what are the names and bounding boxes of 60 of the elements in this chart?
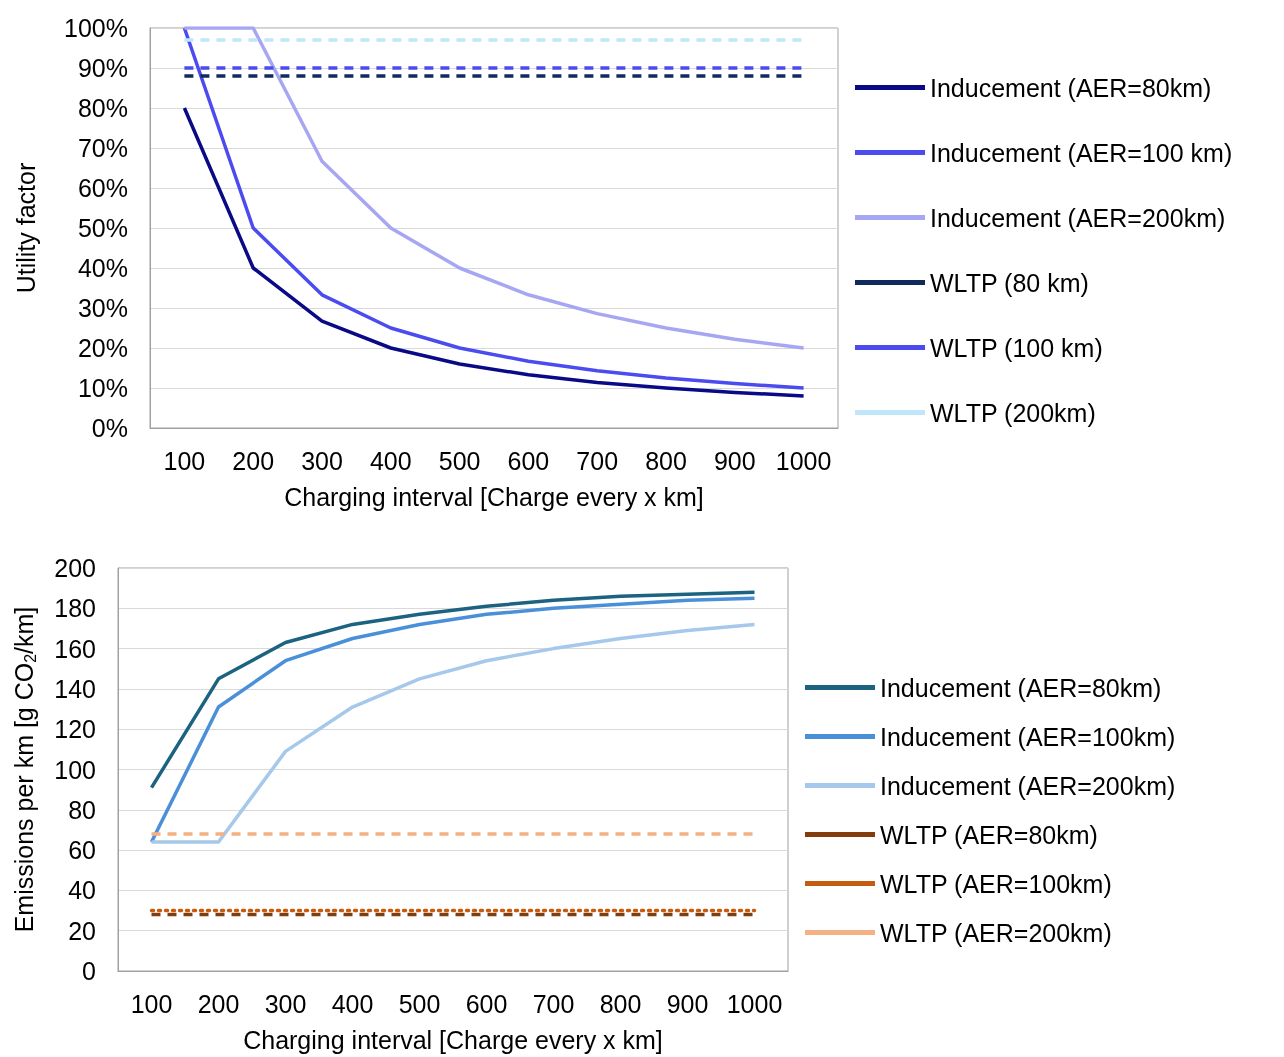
y-axis-title: Utility factor bbox=[11, 162, 40, 294]
x-axis-title: Charging interval [Charge every x km] bbox=[243, 1025, 663, 1054]
x-tick-label: 300 bbox=[301, 446, 343, 475]
y-tick-label: 200 bbox=[54, 554, 96, 582]
legend-label: Inducement (AER=100 km) bbox=[930, 138, 1233, 167]
y-tick-label: 100% bbox=[64, 14, 128, 42]
x-tick-label: 500 bbox=[438, 446, 481, 475]
y-tick-label: 80% bbox=[77, 94, 128, 122]
legend-label: Inducement (AER=100km) bbox=[880, 722, 1176, 751]
legend-label: Inducement (AER=80km) bbox=[930, 73, 1212, 102]
y-tick-label: 80 bbox=[68, 795, 96, 824]
y-tick-label: 180 bbox=[54, 594, 96, 623]
x-tick-label: 900 bbox=[713, 446, 756, 475]
x-tick-label: 800 bbox=[645, 446, 687, 475]
x-tick-label: 800 bbox=[599, 989, 642, 1018]
legend-label: WLTP (AER=100km) bbox=[880, 869, 1112, 898]
y-tick-label: 30% bbox=[77, 294, 128, 322]
line-series bbox=[149, 590, 757, 790]
x-tick-label: 300 bbox=[264, 989, 307, 1018]
y-tick-label: 0% bbox=[91, 414, 128, 442]
x-axis-title: Charging interval [Charge every x km] bbox=[284, 482, 704, 511]
x-tick-label: 400 bbox=[331, 989, 374, 1018]
y-tick-label: 20 bbox=[68, 916, 96, 945]
x-tick-label: 1000 bbox=[775, 446, 832, 475]
line-series bbox=[182, 106, 806, 398]
x-tick-label: 200 bbox=[197, 989, 240, 1018]
y-tick-label: 100 bbox=[54, 755, 96, 784]
x-tick-label: 1000 bbox=[726, 989, 783, 1018]
y-tick-label: 40 bbox=[68, 876, 96, 905]
y-axis-title: Emissions per km [g CO2/km] bbox=[10, 606, 39, 933]
y-tick-label: 120 bbox=[54, 715, 96, 744]
y-tick-label: 90% bbox=[77, 54, 128, 82]
y-tick-label: 0 bbox=[82, 957, 96, 985]
x-tick-label: 100 bbox=[130, 989, 173, 1018]
legend-label: Inducement (AER=200km) bbox=[880, 771, 1176, 800]
x-tick-label: 100 bbox=[163, 446, 206, 475]
x-tick-label: 500 bbox=[398, 989, 441, 1018]
y-tick-label: 10% bbox=[77, 374, 128, 402]
x-tick-label: 400 bbox=[369, 446, 412, 475]
y-tick-label: 40% bbox=[77, 254, 128, 282]
x-tick-label: 600 bbox=[465, 989, 508, 1018]
legend-label: WLTP (80 km) bbox=[930, 268, 1089, 297]
y-tick-label: 140 bbox=[54, 674, 96, 703]
x-tick-label: 700 bbox=[532, 989, 575, 1018]
y-tick-label: 70% bbox=[77, 134, 128, 162]
x-tick-label: 200 bbox=[232, 446, 275, 475]
y-tick-label: 60% bbox=[77, 174, 128, 202]
y-tick-label: 20% bbox=[77, 334, 128, 362]
legend-label: WLTP (AER=200km) bbox=[880, 918, 1112, 947]
legend-label: Inducement (AER=80km) bbox=[880, 673, 1162, 702]
x-tick-label: 700 bbox=[576, 446, 619, 475]
y-tick-label: 50% bbox=[77, 214, 128, 242]
legend-label: WLTP (100 km) bbox=[930, 333, 1103, 362]
x-tick-label: 600 bbox=[507, 446, 550, 475]
x-tick-label: 900 bbox=[666, 989, 709, 1018]
y-tick-label: 60 bbox=[68, 836, 96, 865]
legend-label: Inducement (AER=200km) bbox=[930, 203, 1226, 232]
y-tick-label: 160 bbox=[54, 634, 96, 663]
legend-label: WLTP (200km) bbox=[930, 398, 1096, 427]
legend-label: WLTP (AER=80km) bbox=[880, 820, 1098, 849]
